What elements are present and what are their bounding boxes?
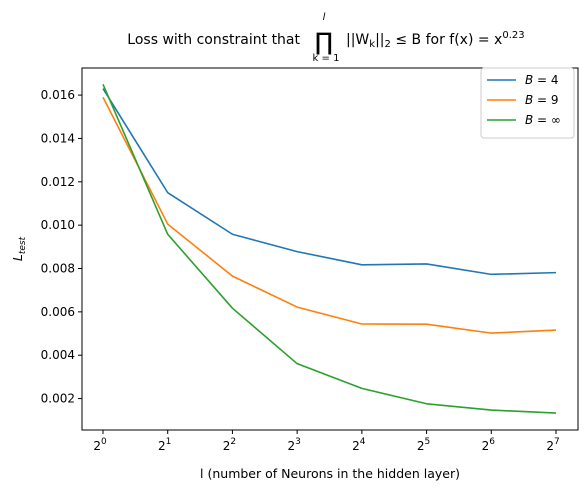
chart-title-exponent: 0.23 bbox=[502, 30, 524, 41]
y-tick-label: 0.008 bbox=[41, 262, 75, 276]
x-axis-ticks: 20 21 22 23 24 25 26 27 bbox=[93, 430, 560, 453]
chart-title-product-lower: k = 1 bbox=[313, 53, 340, 64]
x-tick-label: 26 bbox=[482, 437, 496, 453]
chart-title-expression: ||Wk||2 ≤ B for f(x) = x0.23 bbox=[346, 30, 525, 50]
legend: B = 4 B = 9 B = ∞ bbox=[480, 67, 575, 139]
chart-title-norm: ||W bbox=[346, 32, 369, 48]
x-axis-label: l (number of Neurons in the hidden layer… bbox=[200, 466, 460, 481]
chart-title-product-upper: l bbox=[323, 12, 326, 23]
series-line-1 bbox=[102, 88, 557, 276]
x-tick-label: 22 bbox=[223, 437, 236, 453]
chart-title-norm-sub2: 2 bbox=[385, 39, 391, 50]
series-line-3 bbox=[102, 83, 557, 414]
y-tick-label: 0.002 bbox=[41, 392, 75, 406]
y-tick-label: 0.016 bbox=[41, 88, 75, 102]
x-tick-label: 24 bbox=[352, 437, 366, 453]
legend-label-2: B = 9 bbox=[525, 93, 559, 107]
y-axis-label: Ltest bbox=[10, 236, 28, 261]
chart-title-norm-close: || bbox=[375, 32, 384, 48]
plot-area-frame bbox=[81, 67, 579, 431]
y-axis-label-base: L bbox=[10, 254, 25, 261]
x-tick-label: 25 bbox=[417, 437, 430, 453]
chart-title-product-symbol: ∏ bbox=[315, 28, 333, 56]
series-layer bbox=[102, 83, 557, 414]
x-tick-label: 23 bbox=[287, 437, 300, 453]
y-tick-label: 0.012 bbox=[41, 175, 75, 189]
y-tick-label: 0.004 bbox=[41, 348, 75, 362]
y-axis-label-sub: test bbox=[18, 236, 28, 254]
x-tick-label: 21 bbox=[158, 437, 171, 453]
legend-label-1: B = 4 bbox=[525, 73, 559, 87]
chart-title-relation: ≤ B for f(x) = x bbox=[391, 32, 502, 48]
x-tick-label: 20 bbox=[93, 437, 107, 453]
series-line-2 bbox=[102, 96, 557, 334]
legend-label-3: B = ∞ bbox=[525, 113, 561, 127]
legend-items: B = 4 B = 9 B = ∞ bbox=[487, 73, 561, 127]
y-tick-label: 0.006 bbox=[41, 305, 75, 319]
chart-title: Loss with constraint that ∏ l k = 1 ||Wk… bbox=[127, 12, 524, 64]
chart-title-norm-sub: k bbox=[369, 39, 375, 50]
y-tick-label: 0.010 bbox=[41, 218, 75, 232]
x-tick-label: 27 bbox=[546, 437, 559, 453]
chart-title-prefix: Loss with constraint that bbox=[127, 32, 300, 48]
y-tick-label: 0.014 bbox=[41, 131, 75, 145]
y-axis-ticks: 0.002 0.004 0.006 0.008 0.010 0.012 0.014 0.016 bbox=[41, 88, 82, 406]
